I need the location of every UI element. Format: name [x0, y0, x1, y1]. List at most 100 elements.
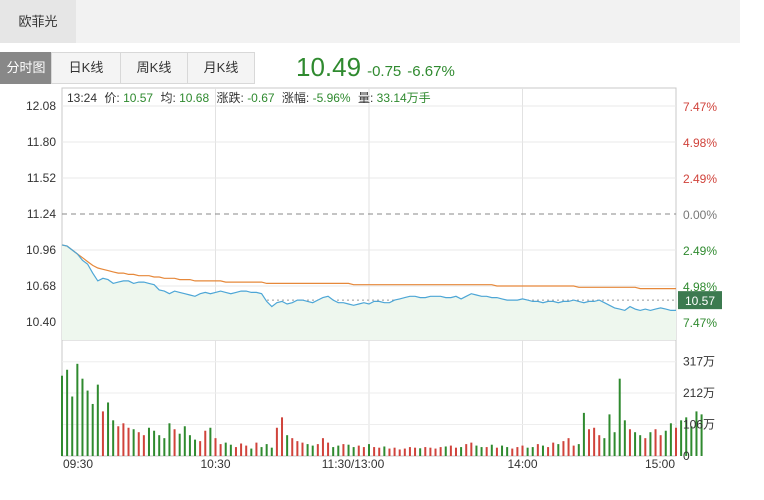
volume-bar	[608, 414, 611, 456]
vol-tick: 212万	[683, 386, 715, 400]
volume-bar	[593, 427, 596, 456]
volume-bar	[603, 438, 606, 456]
volume-bar	[168, 423, 171, 456]
x-tick: 09:30	[63, 457, 93, 471]
volume-bar	[61, 375, 63, 456]
info-avg-label: 均:	[160, 91, 175, 105]
volume-bar	[337, 445, 340, 456]
tab-monthly-k[interactable]: 月K线	[187, 52, 255, 84]
volume-bar	[240, 443, 243, 456]
quote-change-pct: -6.67%	[407, 63, 455, 80]
volume-bar	[296, 441, 299, 456]
volume-bar	[91, 403, 94, 456]
volume-bar	[490, 444, 493, 456]
info-price-label: 价:	[104, 91, 119, 105]
volume-bar	[357, 445, 360, 456]
volume-bar	[444, 446, 447, 456]
volume-bar	[526, 447, 529, 456]
volume-bar	[659, 435, 662, 456]
volume-bar	[234, 447, 237, 456]
volume-bar	[127, 427, 130, 456]
tab-intraday[interactable]: 分时图	[0, 52, 51, 84]
chart-grid	[61, 87, 677, 457]
volume-bar	[265, 444, 268, 456]
top-bar: 欧菲光	[0, 0, 740, 43]
volume-bar	[117, 426, 120, 456]
tab-weekly-k[interactable]: 周K线	[120, 52, 187, 84]
volume-bars	[61, 363, 703, 456]
volume-bar	[480, 447, 483, 456]
x-tick: 14:00	[507, 457, 537, 471]
volume-bar	[107, 402, 110, 456]
volume-bar	[291, 438, 294, 456]
volume-bar	[71, 396, 74, 456]
y-tick-left: 11.52	[27, 171, 56, 185]
chart-tabs: 分时图 日K线 周K线 月K线	[0, 52, 255, 84]
volume-bar	[536, 444, 539, 456]
y-tick-left: 12.08	[26, 99, 56, 113]
volume-bar	[460, 447, 463, 456]
info-pct-label: 涨幅:	[282, 90, 309, 105]
volume-bar	[270, 447, 273, 456]
tab-daily-k[interactable]: 日K线	[51, 52, 120, 84]
y-tick-right: 4.98%	[683, 136, 717, 150]
volume-bar	[465, 444, 468, 456]
volume-bar	[414, 447, 417, 456]
current-price-label: 10.57	[685, 294, 715, 308]
volume-bar	[209, 427, 212, 456]
volume-bar	[639, 435, 642, 456]
x-tick: 15:00	[645, 457, 675, 471]
volume-bar	[634, 432, 637, 456]
info-time: 13:24	[67, 91, 97, 105]
volume-bar	[618, 378, 621, 456]
volume-bar	[475, 445, 478, 456]
y-tick-right: 2.49%	[683, 244, 717, 258]
vol-tick: 0	[683, 449, 690, 463]
volume-bar	[680, 420, 683, 456]
volume-bar	[623, 420, 626, 456]
volume-bar	[142, 435, 145, 456]
y-tick-left: 10.40	[26, 315, 56, 329]
volume-bar	[562, 441, 565, 456]
volume-bar	[96, 384, 99, 456]
volume-bar	[628, 429, 631, 456]
y-tick-right: 4.98%	[683, 280, 717, 294]
x-tick: 11:30/13:00	[322, 457, 385, 471]
info-vol: 33.14万手	[377, 91, 431, 105]
volume-bar	[388, 448, 391, 456]
volume-bar	[378, 447, 381, 456]
volume-bar	[429, 447, 432, 456]
volume-bar	[588, 429, 591, 456]
volume-bar	[281, 417, 284, 456]
info-vol-label: 量:	[358, 91, 373, 105]
volume-bar	[552, 442, 555, 456]
volume-bar	[306, 444, 309, 456]
volume-bar	[567, 438, 570, 456]
y-tick-right: 7.47%	[683, 100, 717, 114]
volume-bar	[158, 435, 161, 456]
volume-bar	[188, 435, 191, 456]
volume-bar	[132, 429, 135, 456]
volume-bar	[577, 444, 580, 456]
info-chg-label: 涨跌:	[217, 90, 244, 105]
average-price-line	[61, 244, 676, 290]
volume-bar	[250, 448, 253, 456]
volume-bar	[275, 427, 278, 456]
y-tick-right: 0.00%	[683, 208, 717, 222]
volume-bar	[327, 442, 330, 456]
volume-bar	[316, 444, 319, 456]
volume-bar	[531, 447, 534, 456]
volume-bar	[112, 420, 115, 456]
volume-bar	[690, 426, 693, 456]
volume-bar	[511, 448, 514, 456]
volume-bar	[521, 445, 524, 456]
volume-bar	[598, 435, 601, 456]
cursor-info: 13:24 价: 10.57 均: 10.68 涨跌: -0.67 涨幅: -5…	[67, 90, 431, 105]
volume-bar	[332, 447, 335, 456]
volume-bar	[470, 442, 473, 456]
volume-bar	[424, 447, 427, 456]
volume-bar	[368, 444, 370, 456]
volume-bar	[495, 447, 498, 456]
volume-bar	[194, 439, 197, 456]
volume-bar	[321, 438, 324, 456]
